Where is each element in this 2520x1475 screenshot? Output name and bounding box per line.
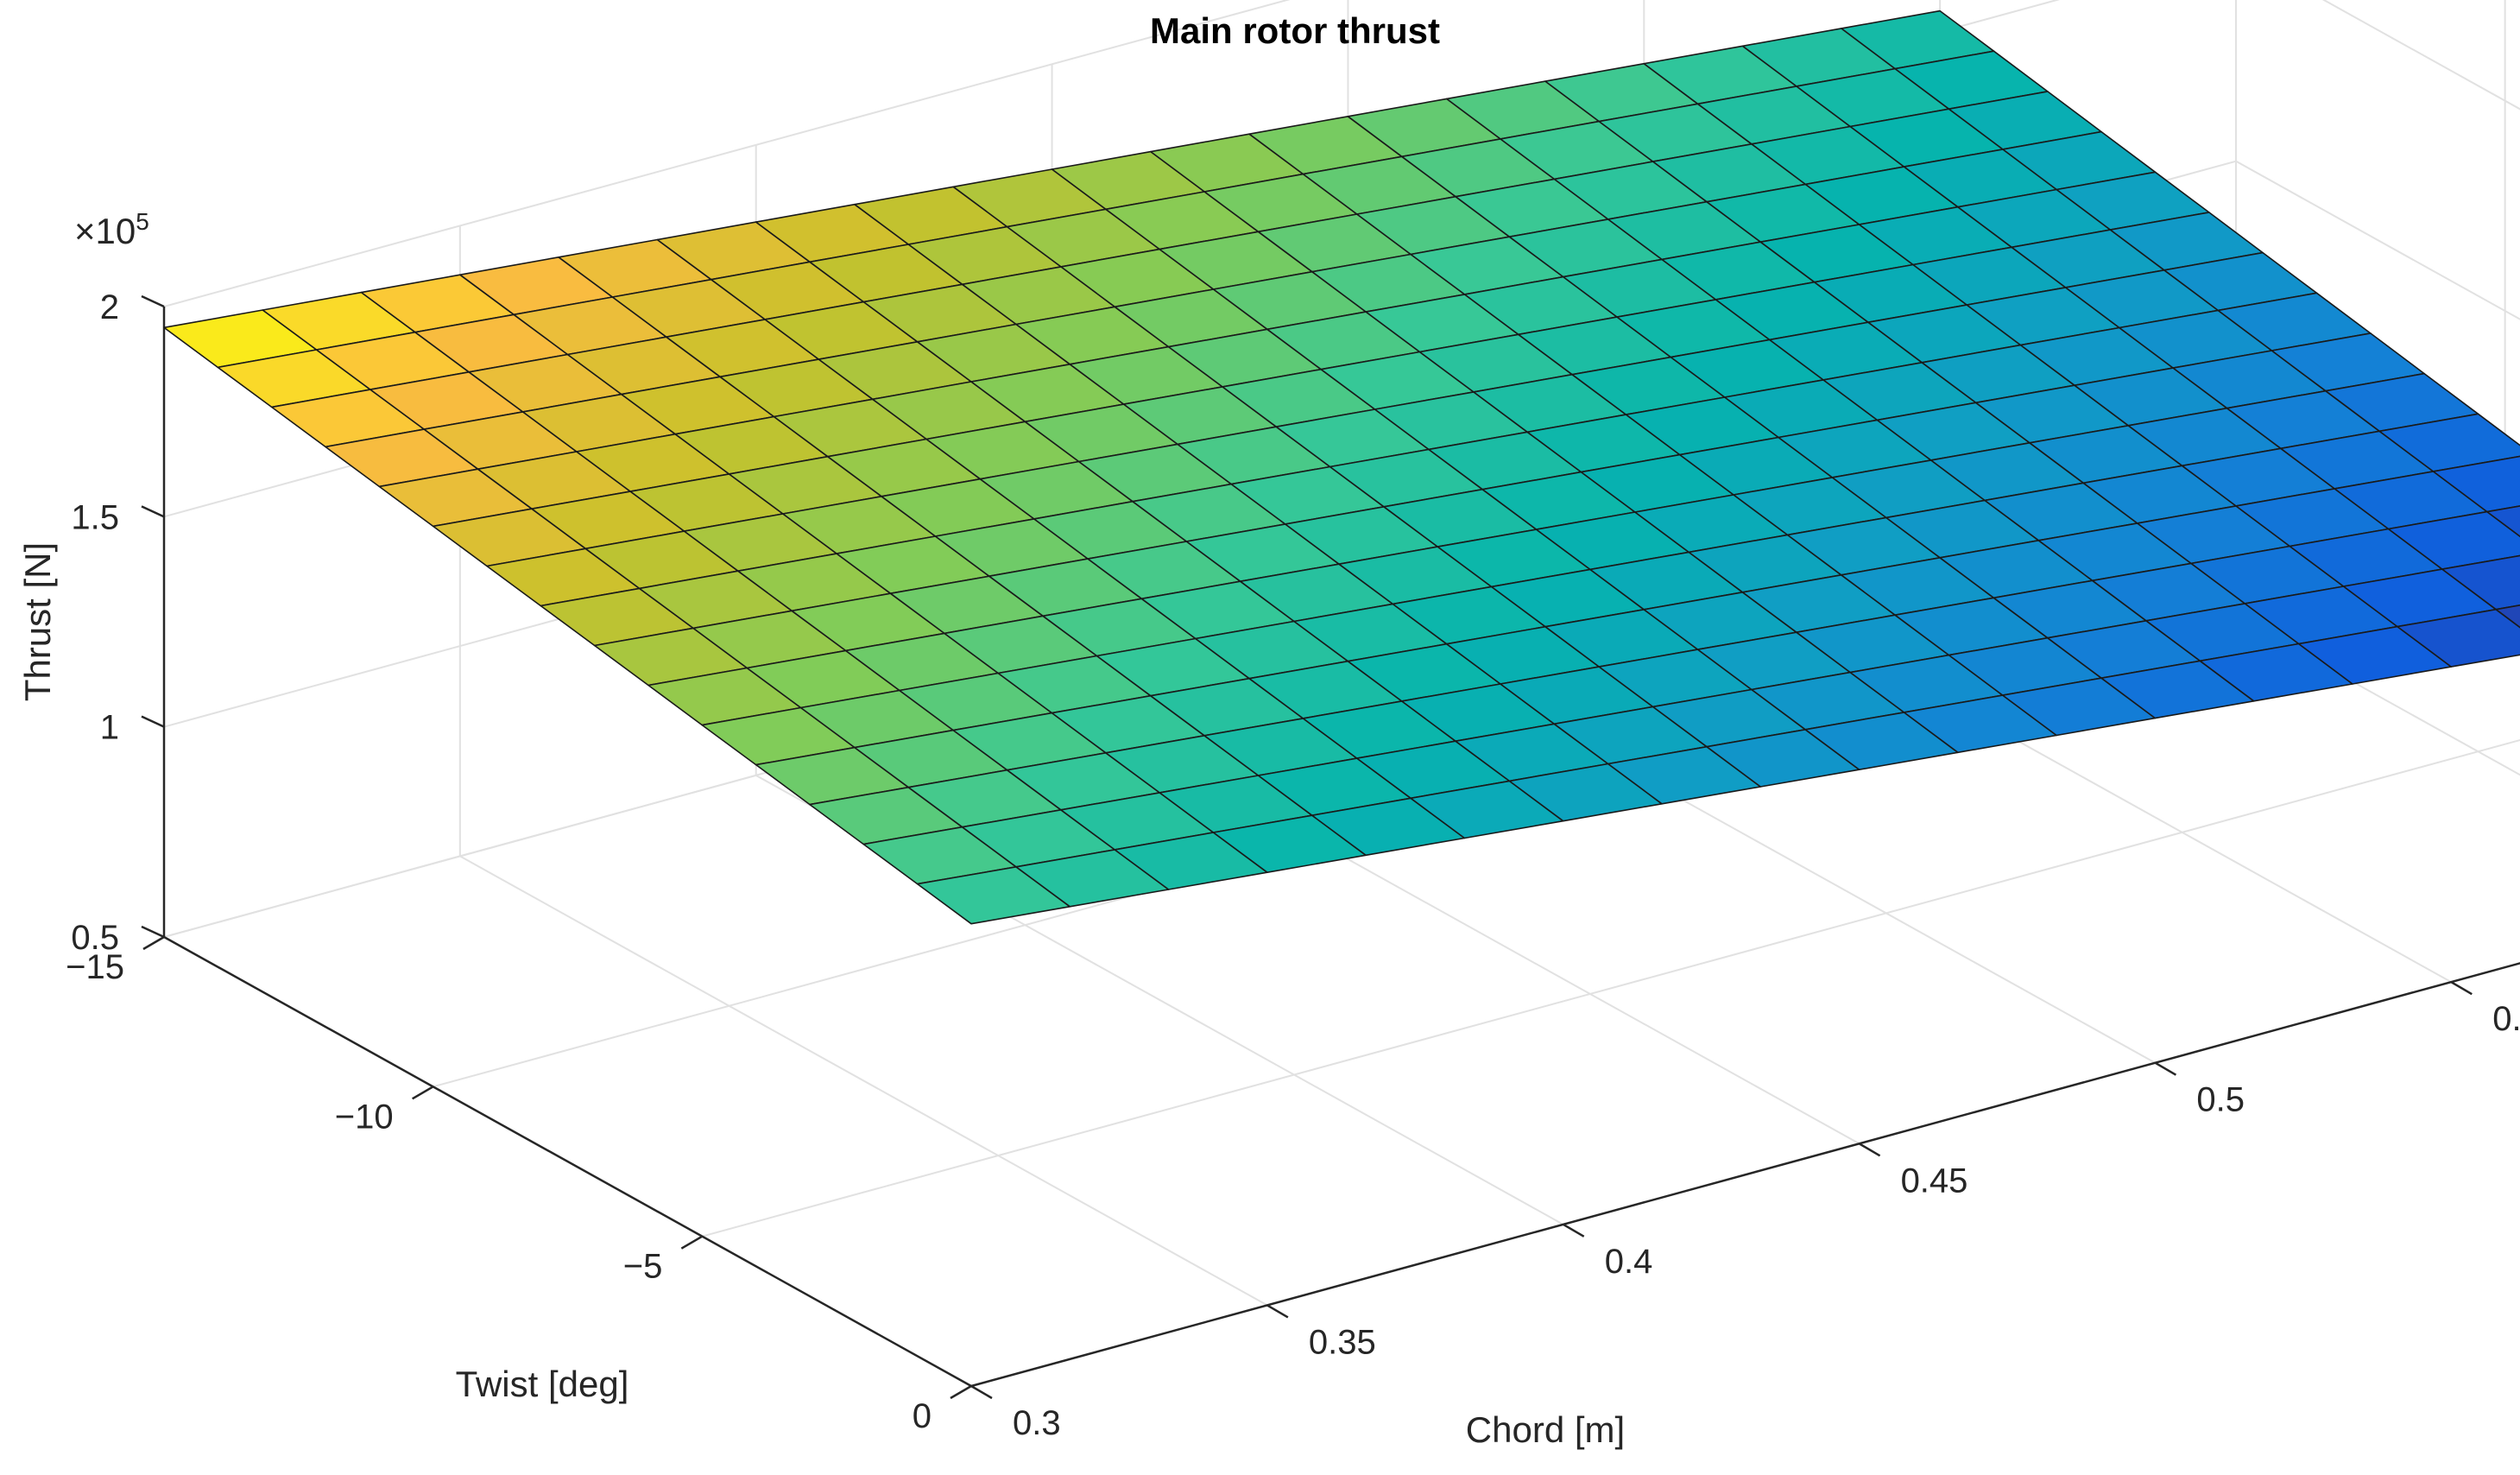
z-tick: [142, 927, 164, 937]
x-tick-label: 0.35: [1309, 1323, 1376, 1361]
z-axis-label: Thrust [N]: [17, 542, 58, 701]
y-tick-label: −15: [66, 948, 124, 986]
grid-line: [971, 820, 2520, 1386]
grid-line: [460, 856, 1267, 1305]
y-tick: [951, 1386, 971, 1398]
x-tick-label: 0.45: [1901, 1162, 1968, 1200]
z-tick: [142, 296, 164, 307]
grid-line: [2236, 0, 2520, 190]
y-axis-label: Twist [deg]: [456, 1364, 629, 1404]
z-tick: [142, 506, 164, 516]
x-tick-label: 0.3: [1013, 1404, 1061, 1442]
z-exponent-label: ×105: [74, 208, 149, 251]
x-tick-label: 0.4: [1605, 1243, 1653, 1281]
y-axis-line: [164, 937, 971, 1386]
x-axis-line: [971, 820, 2520, 1386]
y-tick-label: −5: [623, 1248, 663, 1286]
z-exponent-power: 5: [136, 208, 149, 235]
x-tick-label: 0.55: [2492, 1000, 2520, 1038]
y-tick-label: −10: [335, 1098, 394, 1136]
x-tick: [971, 1386, 992, 1398]
x-tick: [1563, 1225, 1584, 1237]
z-exponent-base: ×10: [74, 211, 136, 251]
z-tick: [142, 717, 164, 727]
y-tick: [143, 937, 164, 949]
z-tick-label: 1.5: [71, 498, 119, 536]
y-tick: [681, 1237, 702, 1249]
y-tick: [413, 1086, 433, 1098]
z-tick-label: 2: [100, 288, 119, 326]
x-tick: [1267, 1305, 1288, 1317]
chart-title: Main rotor thrust: [1150, 10, 1440, 51]
x-tick-label: 0.5: [2196, 1081, 2245, 1119]
x-tick: [2451, 982, 2472, 994]
y-tick-label: 0: [913, 1397, 932, 1435]
x-axis-label: Chord [m]: [1466, 1409, 1625, 1450]
surface: [164, 11, 2520, 924]
x-tick: [1860, 1143, 1880, 1155]
x-tick: [2155, 1063, 2176, 1075]
z-tick-label: 1: [100, 709, 119, 747]
